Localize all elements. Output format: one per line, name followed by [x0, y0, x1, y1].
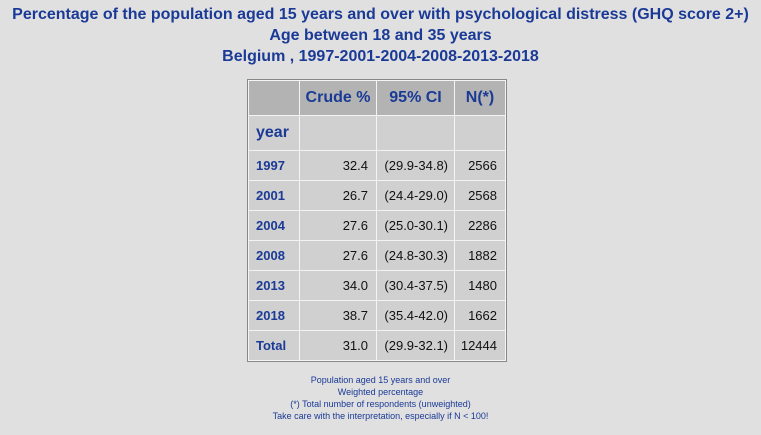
cell-ci: (24.4-29.0): [377, 181, 454, 210]
cell-crude: 31.0: [300, 331, 376, 360]
cell-n: 2566: [455, 151, 505, 180]
cell-n: 1882: [455, 241, 505, 270]
cell-ci: (29.9-32.1): [377, 331, 454, 360]
row-year: 2001: [249, 181, 299, 210]
cell-crude: 38.7: [300, 301, 376, 330]
cell-n: 1480: [455, 271, 505, 300]
footnotes: Population aged 15 years and over Weight…: [0, 374, 761, 422]
title-line-3: Belgium , 1997-2001-2004-2008-2013-2018: [222, 48, 539, 65]
footnote-line: Population aged 15 years and over: [310, 375, 451, 385]
row-year: 1997: [249, 151, 299, 180]
cell-ci: (35.4-42.0): [377, 301, 454, 330]
results-table-container: Crude % 95% CI N(*) year 1997 32.4 (29.9…: [247, 79, 507, 362]
table-row: 2004 27.6 (25.0-30.1) 2286: [249, 211, 505, 240]
table-row: 2018 38.7 (35.4-42.0) 1662: [249, 301, 505, 330]
cell-n: 2568: [455, 181, 505, 210]
row-label-row: year: [249, 116, 505, 150]
cell-n: 12444: [455, 331, 505, 360]
cell-n: 1662: [455, 301, 505, 330]
row-year: 2004: [249, 211, 299, 240]
table-row: 2013 34.0 (30.4-37.5) 1480: [249, 271, 505, 300]
results-table: Crude % 95% CI N(*) year 1997 32.4 (29.9…: [248, 80, 506, 361]
footnote-line: Take care with the interpretation, espec…: [272, 411, 489, 421]
cell-ci: (25.0-30.1): [377, 211, 454, 240]
col-header-n: N(*): [455, 81, 505, 115]
cell-crude: 34.0: [300, 271, 376, 300]
table-row: 2001 26.7 (24.4-29.0) 2568: [249, 181, 505, 210]
title-line-1: Percentage of the population aged 15 yea…: [12, 6, 749, 23]
table-row: 1997 32.4 (29.9-34.8) 2566: [249, 151, 505, 180]
cell-crude: 26.7: [300, 181, 376, 210]
blank-cell: [455, 116, 505, 150]
blank-cell: [377, 116, 454, 150]
blank-cell: [300, 116, 376, 150]
row-year: 2018: [249, 301, 299, 330]
cell-ci: (24.8-30.3): [377, 241, 454, 270]
table-row-total: Total 31.0 (29.9-32.1) 12444: [249, 331, 505, 360]
title-line-2: Age between 18 and 35 years: [269, 27, 492, 44]
footnote-line: Weighted percentage: [337, 387, 424, 397]
report-title: Percentage of the population aged 15 yea…: [0, 4, 761, 67]
cell-n: 2286: [455, 211, 505, 240]
corner-cell: [249, 81, 299, 115]
cell-crude: 32.4: [300, 151, 376, 180]
cell-ci: (29.9-34.8): [377, 151, 454, 180]
cell-crude: 27.6: [300, 211, 376, 240]
cell-crude: 27.6: [300, 241, 376, 270]
cell-ci: (30.4-37.5): [377, 271, 454, 300]
row-year: 2013: [249, 271, 299, 300]
header-row: Crude % 95% CI N(*): [249, 81, 505, 115]
row-header-label: year: [249, 116, 299, 150]
col-header-crude: Crude %: [300, 81, 376, 115]
table-row: 2008 27.6 (24.8-30.3) 1882: [249, 241, 505, 270]
footnote-line: (*) Total number of respondents (unweigh…: [290, 399, 471, 409]
col-header-ci: 95% CI: [377, 81, 454, 115]
row-year: Total: [249, 331, 299, 360]
row-year: 2008: [249, 241, 299, 270]
